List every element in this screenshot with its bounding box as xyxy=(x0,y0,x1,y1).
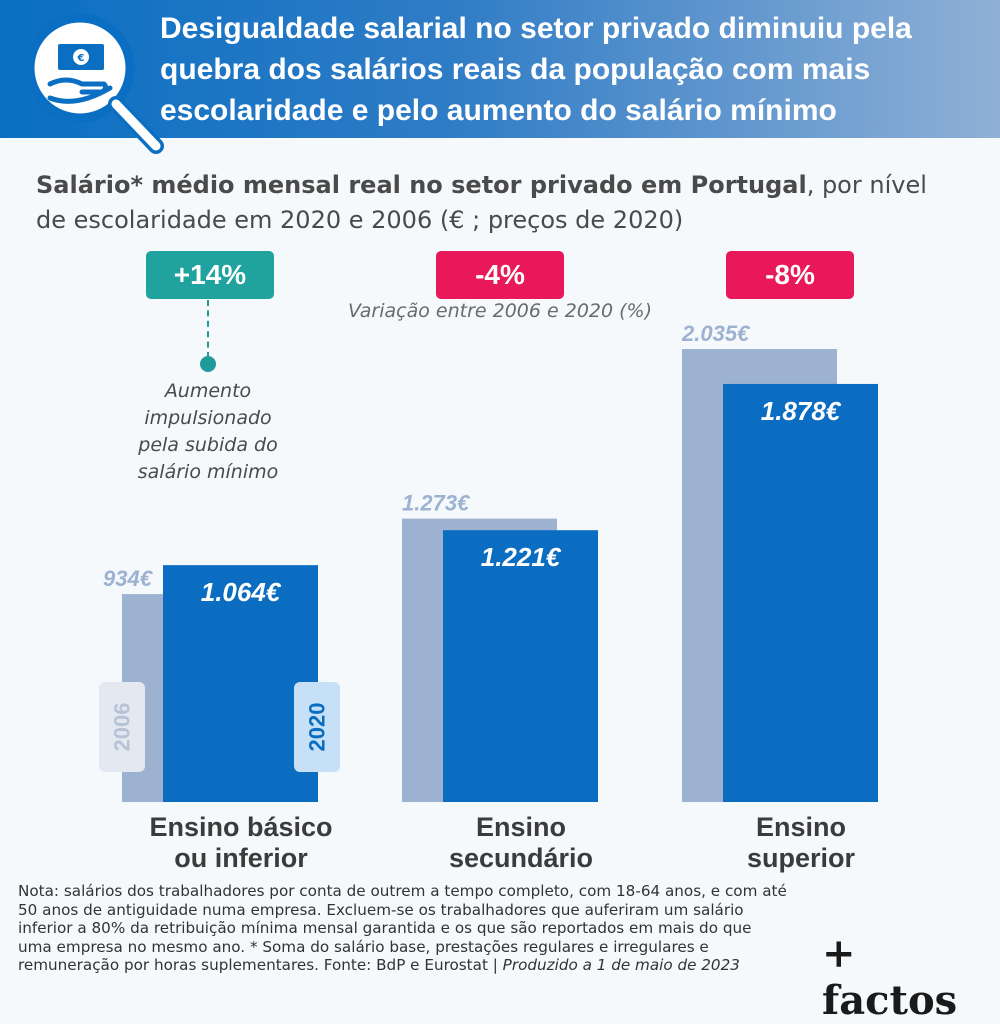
category-label: Ensino superior xyxy=(691,812,911,874)
footnote: Nota: salários dos trabalhadores por con… xyxy=(18,882,788,975)
data-label-2020: 1.878€ xyxy=(761,396,842,426)
category-label-line: superior xyxy=(746,843,856,873)
annotation-dot xyxy=(200,356,216,372)
annotation-line: pela subida do xyxy=(138,434,278,456)
category-label-line: secundário xyxy=(448,843,594,873)
variation-badge: -4% xyxy=(436,251,564,299)
annotation-line: impulsionado xyxy=(144,407,272,429)
year-tag-2020-label: 2020 xyxy=(304,702,330,752)
data-label-2006: 2.035€ xyxy=(681,321,751,346)
bar-chart: 934€ 1.064€ 1.273€ 1.221€ 2.035€ 1.878€ xyxy=(103,321,878,802)
category-label: Ensino básico ou inferior xyxy=(131,812,351,874)
category-label: Ensino secundário xyxy=(411,812,631,874)
bar-2020 xyxy=(443,530,598,802)
chart-subtitle: Salário* médio mensal real no setor priv… xyxy=(36,168,956,238)
category-label-line: Ensino xyxy=(475,812,566,842)
variation-badge: +14% xyxy=(146,251,274,299)
data-label-2006: 1.273€ xyxy=(402,491,471,516)
year-tag-2006-label: 2006 xyxy=(109,702,135,752)
category-label-line: Ensino xyxy=(755,812,846,842)
subtitle-rest: , por nível de escolaridade em 2020 e 20… xyxy=(36,171,927,234)
money-hand-magnifier-icon: € xyxy=(16,6,176,166)
annotation-line: salário mínimo xyxy=(137,461,279,483)
annotation-leader-line xyxy=(207,300,209,358)
year-tag-2006: 2006 xyxy=(99,682,145,772)
annotation-text: Aumento impulsionado pela subida do salá… xyxy=(118,378,298,486)
brand-logo: + factos xyxy=(822,930,958,1024)
bar-2020 xyxy=(723,383,878,802)
svg-text:€: € xyxy=(77,53,85,64)
header-banner: Desigualdade salarial no setor privado d… xyxy=(0,0,1000,138)
bar-2020 xyxy=(163,565,318,802)
category-label-line: Ensino básico xyxy=(149,812,333,842)
data-label-2020: 1.221€ xyxy=(481,542,562,572)
footnote-text: Nota: salários dos trabalhadores por con… xyxy=(18,882,787,975)
variation-note: Variação entre 2006 e 2020 (%) xyxy=(348,300,653,322)
annotation-line: Aumento xyxy=(164,380,252,402)
year-tag-2020: 2020 xyxy=(294,682,340,772)
data-label-2006: 934€ xyxy=(103,566,154,591)
footnote-date: Produzido a 1 de maio de 2023 xyxy=(502,956,740,975)
data-label-2020: 1.064€ xyxy=(201,577,282,607)
category-label-line: ou inferior xyxy=(174,843,308,873)
subtitle-bold: Salário* médio mensal real no setor priv… xyxy=(36,171,807,199)
page-title: Desigualdade salarial no setor privado d… xyxy=(160,12,912,127)
variation-badge: -8% xyxy=(726,251,854,299)
